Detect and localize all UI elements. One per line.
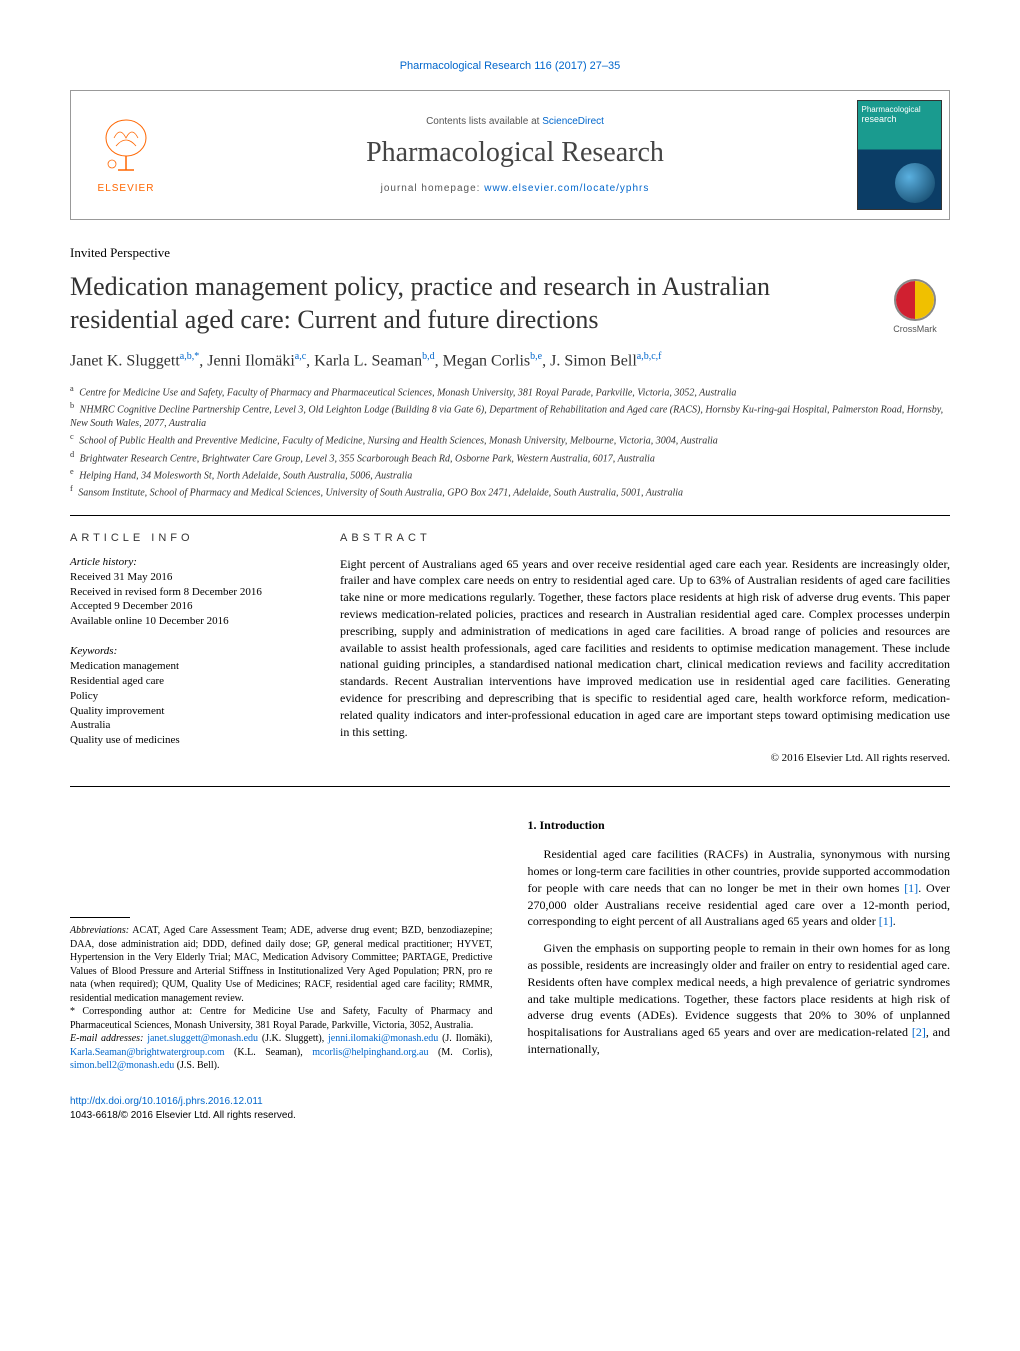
issn-copyright: 1043-6618/© 2016 Elsevier Ltd. All right… [70, 1110, 296, 1121]
keyword-line: Australia [70, 718, 295, 733]
email-owner: (K.L. Seaman), [225, 1047, 313, 1058]
article-info-head: article info [70, 532, 295, 544]
p1-post: . [893, 914, 896, 928]
page-root: Pharmacological Research 116 (2017) 27–3… [0, 0, 1020, 1173]
history-line: Received 31 May 2016 [70, 570, 295, 585]
journal-citation: Pharmacological Research 116 (2017) 27–3… [70, 60, 950, 72]
crossmark-icon [894, 279, 936, 321]
history-lines: Received 31 May 2016Received in revised … [70, 570, 295, 629]
history-line: Available online 10 December 2016 [70, 614, 295, 629]
ref-1a[interactable]: [1] [904, 881, 918, 895]
affiliation-line: c School of Public Health and Preventive… [70, 431, 950, 448]
keyword-line: Policy [70, 689, 295, 704]
abbrev-text: ACAT, Aged Care Assessment Team; ADE, ad… [70, 925, 493, 1004]
elsevier-name: ELSEVIER [96, 183, 156, 194]
contents-line: Contents lists available at ScienceDirec… [426, 116, 604, 127]
history-head: Article history: [70, 556, 295, 568]
author-list: Janet K. Sluggetta,b,*, Jenni Ilomäkia,c… [70, 350, 950, 373]
article-title: Medication management policy, practice a… [70, 271, 860, 336]
p1-pre: Residential aged care facilities (RACFs)… [528, 847, 951, 895]
journal-cover-thumbnail[interactable]: Pharmacological research [857, 100, 942, 210]
contents-prefix: Contents lists available at [426, 116, 542, 127]
sciencedirect-link[interactable]: ScienceDirect [542, 116, 604, 127]
ref-1b[interactable]: [1] [879, 914, 893, 928]
homepage-prefix: journal homepage: [381, 183, 485, 194]
right-column: 1. Introduction Residential aged care fa… [528, 817, 951, 1123]
article-info-col: article info Article history: Received 3… [70, 532, 295, 765]
header-center: Contents lists available at ScienceDirec… [181, 91, 849, 219]
abstract-col: abstract Eight percent of Australians ag… [340, 532, 950, 765]
affiliation-line: b NHMRC Cognitive Decline Partnership Ce… [70, 400, 950, 431]
affiliation-line: e Helping Hand, 34 Molesworth St, North … [70, 466, 950, 483]
intro-para-1: Residential aged care facilities (RACFs)… [528, 846, 951, 930]
keyword-lines: Medication managementResidential aged ca… [70, 659, 295, 748]
left-column: Abbreviations: ACAT, Aged Care Assessmen… [70, 817, 493, 1123]
affiliations: a Centre for Medicine Use and Safety, Fa… [70, 383, 950, 501]
abstract-copyright: © 2016 Elsevier Ltd. All rights reserved… [340, 752, 950, 764]
abbreviations-footnote: Abbreviations: ACAT, Aged Care Assessmen… [70, 924, 493, 1005]
email-owner: (J.S. Bell). [174, 1060, 219, 1071]
email-owner: (J. Ilomäki), [438, 1033, 492, 1044]
email-address[interactable]: mcorlis@helpinghand.org.au [312, 1047, 428, 1058]
cover-title-2: research [862, 114, 937, 124]
elsevier-tree-icon [96, 116, 156, 176]
email-owner: (M. Corlis), [428, 1047, 492, 1058]
cover-globe-icon [895, 163, 935, 203]
email-label: E-mail addresses: [70, 1033, 147, 1044]
affiliation-line: d Brightwater Research Centre, Brightwat… [70, 449, 950, 466]
abstract-text: Eight percent of Australians aged 65 yea… [340, 556, 950, 741]
corr-label: * Corresponding author at: [70, 1006, 200, 1017]
doi-link[interactable]: http://dx.doi.org/10.1016/j.phrs.2016.12… [70, 1096, 263, 1107]
keyword-line: Medication management [70, 659, 295, 674]
corresponding-footnote: * Corresponding author at: Centre for Me… [70, 1005, 493, 1032]
abstract-head: abstract [340, 532, 950, 544]
abbrev-label: Abbreviations: [70, 925, 129, 936]
publisher-logo-cell: ELSEVIER [71, 91, 181, 219]
doi-block: http://dx.doi.org/10.1016/j.phrs.2016.12… [70, 1095, 493, 1123]
rule-below-abstract [70, 786, 950, 787]
emails-footnote: E-mail addresses: janet.sluggett@monash.… [70, 1032, 493, 1073]
journal-header: ELSEVIER Contents lists available at Sci… [70, 90, 950, 220]
elsevier-logo[interactable]: ELSEVIER [96, 116, 156, 194]
rule-above-info [70, 515, 950, 516]
email-address[interactable]: simon.bell2@monash.edu [70, 1060, 174, 1071]
affiliation-line: f Sansom Institute, School of Pharmacy a… [70, 483, 950, 500]
email-address[interactable]: jenni.ilomaki@monash.edu [328, 1033, 438, 1044]
cover-title-1: Pharmacological [862, 105, 937, 114]
homepage-link[interactable]: www.elsevier.com/locate/yphrs [484, 183, 649, 194]
crossmark-label: CrossMark [880, 324, 950, 334]
article-type: Invited Perspective [70, 245, 950, 261]
keyword-line: Quality use of medicines [70, 733, 295, 748]
keyword-line: Quality improvement [70, 704, 295, 719]
body-columns: Abbreviations: ACAT, Aged Care Assessmen… [70, 817, 950, 1123]
intro-para-2: Given the emphasis on supporting people … [528, 940, 951, 1058]
p2-pre: Given the emphasis on supporting people … [528, 941, 951, 1039]
keywords-head: Keywords: [70, 645, 295, 657]
title-row: Medication management policy, practice a… [70, 271, 950, 350]
footnote-rule [70, 917, 130, 918]
email-address[interactable]: Karla.Seaman@brightwatergroup.com [70, 1047, 225, 1058]
info-abstract-row: article info Article history: Received 3… [70, 532, 950, 765]
keyword-line: Residential aged care [70, 674, 295, 689]
homepage-line: journal homepage: www.elsevier.com/locat… [381, 183, 650, 194]
affiliation-line: a Centre for Medicine Use and Safety, Fa… [70, 383, 950, 400]
journal-name: Pharmacological Research [366, 137, 664, 169]
email-owner: (J.K. Sluggett), [258, 1033, 328, 1044]
email-address[interactable]: janet.sluggett@monash.edu [147, 1033, 258, 1044]
ref-2[interactable]: [2] [912, 1025, 926, 1039]
introduction-heading: 1. Introduction [528, 817, 951, 834]
crossmark-badge[interactable]: CrossMark [880, 279, 950, 334]
history-line: Accepted 9 December 2016 [70, 599, 295, 614]
journal-cover-cell: Pharmacological research [849, 91, 949, 219]
history-line: Received in revised form 8 December 2016 [70, 585, 295, 600]
